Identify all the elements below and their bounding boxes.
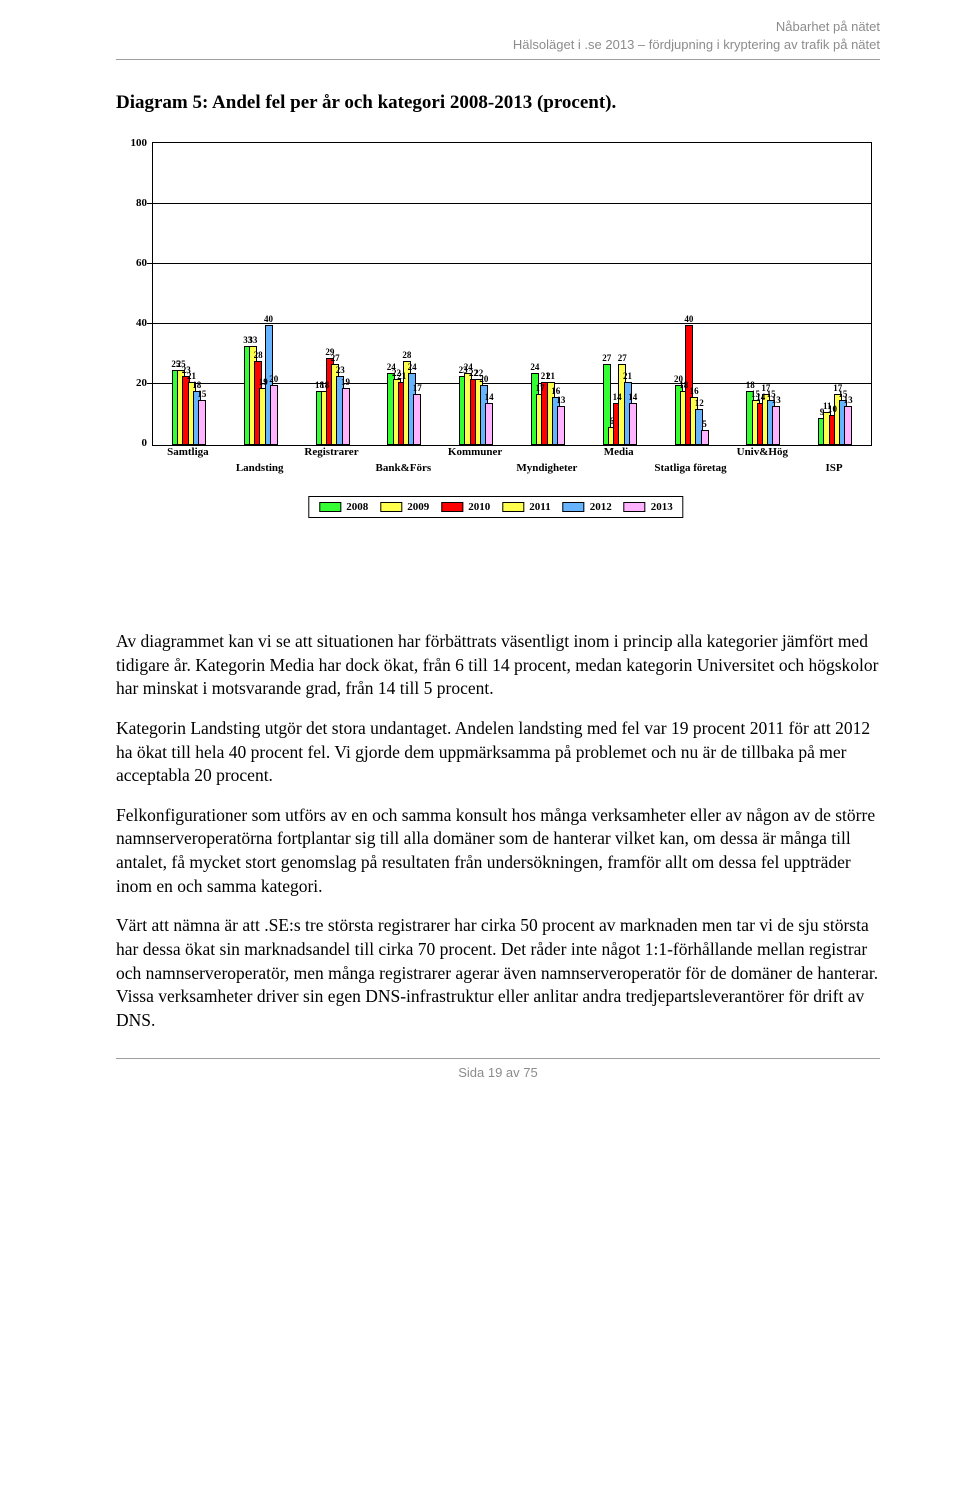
para-4: Värt att nämna är att .SE:s tre största … (116, 914, 880, 1032)
legend-item: 2011 (502, 501, 550, 513)
legend-label: 2010 (468, 501, 490, 513)
legend-swatch (441, 502, 463, 512)
bar-value-label: 40 (679, 314, 699, 324)
legend-swatch (380, 502, 402, 512)
x-category-label: Bank&Förs (375, 462, 431, 474)
legend-swatch (502, 502, 524, 512)
y-tick-label: 100 (117, 137, 147, 149)
y-tick-label: 40 (117, 317, 147, 329)
bar-value-label: 21 (541, 371, 561, 381)
legend-item: 2010 (441, 501, 490, 513)
y-tick-label: 80 (117, 197, 147, 209)
bar-value-label: 16 (684, 386, 704, 396)
bar-value-label: 24 (402, 362, 422, 372)
bar-value-label: 27 (325, 353, 345, 363)
bar (342, 388, 350, 445)
bar-value-label: 6 (602, 416, 622, 426)
bar-value-label: 21 (618, 371, 638, 381)
para-2: Kategorin Landsting utgör det stora unda… (116, 717, 880, 788)
x-category-label: Landsting (236, 462, 284, 474)
diagram-title: Diagram 5: Andel fel per år och kategori… (116, 92, 880, 114)
y-tick-label: 0 (117, 437, 147, 449)
legend-item: 2013 (624, 501, 673, 513)
legend-item: 2012 (563, 501, 612, 513)
legend-label: 2012 (590, 501, 612, 513)
legend: 2008 2009 2010 2011 2012 2013 (308, 496, 683, 518)
x-axis: Samtliga Landsting Registrarer Bank&Förs Kom… (152, 446, 872, 486)
x-category-label: Myndigheter (516, 462, 577, 474)
page-footer: Sida 19 av 75 (116, 1065, 880, 1080)
bar (270, 385, 278, 445)
bar-value-label: 14 (623, 392, 643, 402)
y-tick-label: 20 (117, 377, 147, 389)
running-head-line1: Nåbarhet på nätet (776, 19, 880, 34)
legend-label: 2013 (651, 501, 673, 513)
bar (557, 406, 565, 445)
bar-value-label: 17 (407, 383, 427, 393)
bar (413, 394, 421, 445)
header-rule (116, 59, 880, 60)
bar (629, 403, 637, 445)
bar-value-label: 13 (838, 395, 858, 405)
bar-value-label: 20 (474, 374, 494, 384)
bar-value-label: 15 (192, 389, 212, 399)
bar (844, 406, 852, 445)
x-category-label: Kommuner (448, 446, 502, 458)
bar (485, 403, 493, 445)
bar-value-label: 14 (479, 392, 499, 402)
legend-item: 2008 (319, 501, 368, 513)
bar-value-label: 20 (264, 374, 284, 384)
bar-value-label: 19 (336, 377, 356, 387)
bar-value-label: 40 (259, 314, 279, 324)
x-category-label: Statliga företag (654, 462, 726, 474)
bar-value-label: 28 (397, 350, 417, 360)
y-tick-label: 60 (117, 257, 147, 269)
legend-swatch (563, 502, 585, 512)
running-head-line2: Hälsoläget i .se 2013 – fördjupning i kr… (513, 37, 880, 52)
bar-value-label: 13 (766, 395, 786, 405)
x-category-label: ISP (826, 462, 843, 474)
running-head: Nåbarhet på nätet Hälsoläget i .se 2013 … (116, 18, 880, 53)
body-text: Av diagrammet kan vi se att situationen … (116, 630, 880, 1032)
legend-label: 2008 (346, 501, 368, 513)
bar (198, 400, 206, 445)
x-category-label: Media (604, 446, 634, 458)
legend-label: 2009 (407, 501, 429, 513)
bar-value-label: 33 (243, 335, 263, 345)
bar-value-label: 27 (612, 353, 632, 363)
legend-label: 2011 (529, 501, 550, 513)
x-category-label: Registrarer (304, 446, 358, 458)
bar-value-label: 18 (315, 380, 335, 390)
bar-value-label: 5 (695, 419, 715, 429)
chart: 0204060801002525232118153333281940201818… (116, 138, 876, 538)
x-category-label: Samtliga (167, 446, 209, 458)
footer-rule (116, 1058, 880, 1059)
plot-area: 0204060801002525232118153333281940201818… (152, 142, 872, 446)
bar-value-label: 21 (392, 371, 412, 381)
legend-swatch (624, 502, 646, 512)
bar (772, 406, 780, 445)
bar (701, 430, 709, 445)
legend-swatch (319, 502, 341, 512)
para-3: Felkonfigurationer som utförs av en och … (116, 804, 880, 899)
bar-value-label: 13 (551, 395, 571, 405)
legend-item: 2009 (380, 501, 429, 513)
para-1: Av diagrammet kan vi se att situationen … (116, 630, 880, 701)
bar-value-label: 23 (330, 365, 350, 375)
bar-value-label: 12 (689, 398, 709, 408)
bar-value-label: 28 (248, 350, 268, 360)
x-category-label: Univ&Hög (737, 446, 788, 458)
bar-value-label: 10 (823, 404, 843, 414)
